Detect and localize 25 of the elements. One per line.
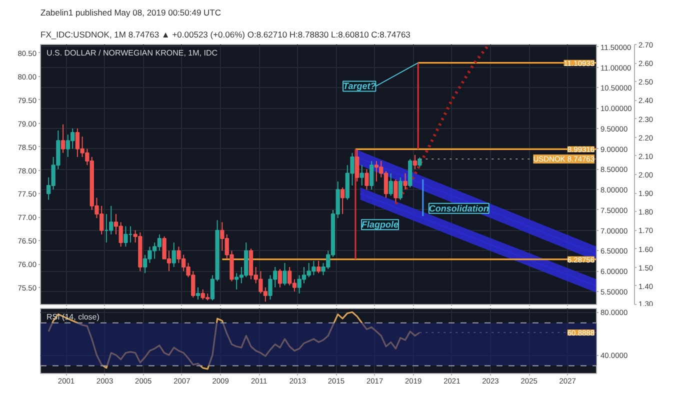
- candlestick: [355, 148, 360, 182]
- line-series: [394, 44, 490, 206]
- candlestick: [398, 176, 402, 200]
- candlestick: [418, 156, 422, 168]
- text: FX_IDC:USDNOK, 1M 8.74763 ▲ +0.00523 (+0.06%) O:8.62710 H:8.78830 L:8.60810 C:8.74763: [40, 30, 411, 40]
- candlestick: [403, 172, 408, 190]
- candlestick: [278, 268, 282, 288]
- candlestick: [282, 262, 287, 286]
- candlestick: [172, 242, 176, 268]
- line-series: [48, 311, 420, 370]
- candlestick: [60, 124, 66, 154]
- text: Zabelin1 published May 08, 2019 00:50:49 UTC: [40, 8, 222, 18]
- candlestick: [370, 160, 374, 190]
- candlestick: [124, 226, 128, 248]
- candlestick: [360, 164, 364, 186]
- text: U.S. DOLLAR / NORWEGIAN KRONE, 1M, IDC: [46, 48, 218, 58]
- candlestick: [340, 187, 345, 215]
- candlestick: [374, 160, 379, 182]
- candlestick: [196, 286, 200, 300]
- candlestick: [388, 172, 393, 196]
- candlestick: [412, 154, 418, 170]
- candlestick: [394, 178, 398, 202]
- candlestick: [109, 205, 114, 235]
- candlestick: [316, 260, 321, 274]
- candlestick: [364, 168, 369, 190]
